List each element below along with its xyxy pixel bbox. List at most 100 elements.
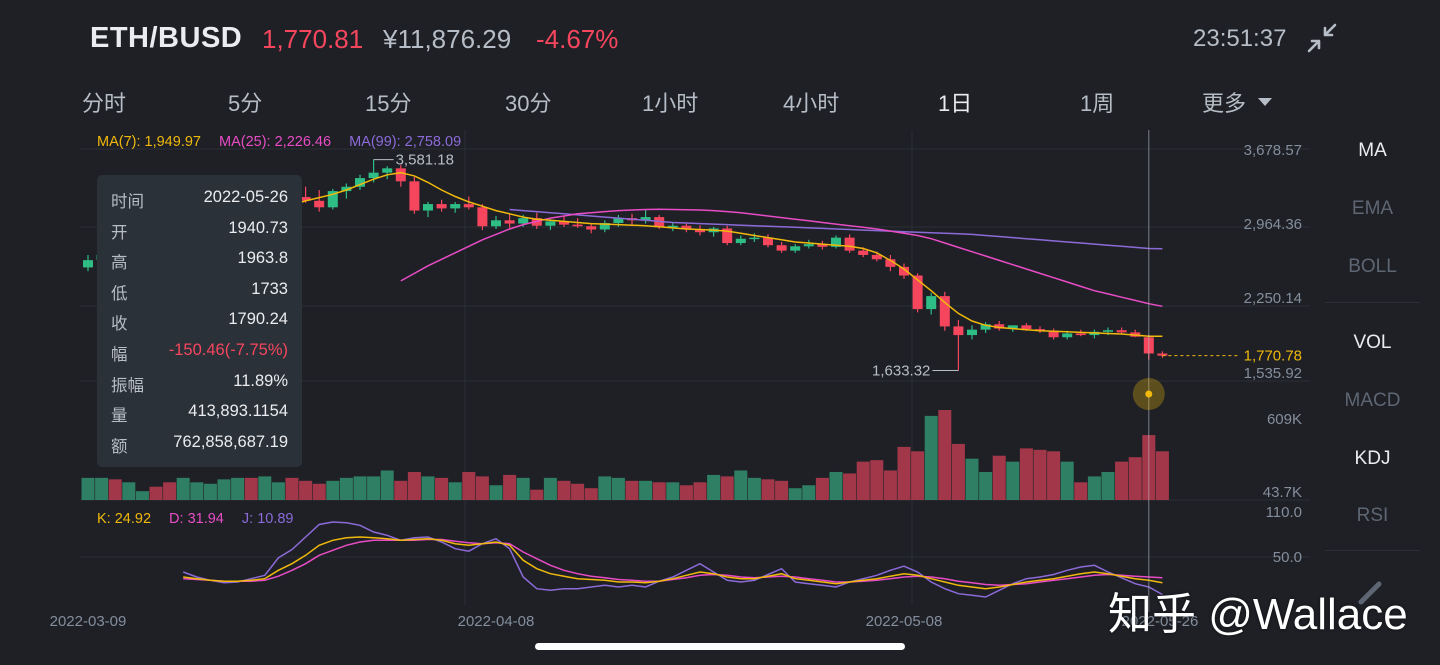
candle-body (477, 207, 488, 227)
indicator-macd[interactable]: MACD (1344, 390, 1401, 411)
volume-bar (761, 479, 775, 500)
ruler-icon[interactable] (1357, 580, 1383, 606)
volume-bar (285, 477, 299, 500)
tab-more[interactable]: 更多 (1202, 86, 1273, 118)
volume-bar (992, 455, 1006, 500)
candle-body (722, 228, 733, 244)
candle-body (409, 181, 420, 211)
candle-body (831, 237, 841, 247)
volume-bar (217, 479, 231, 500)
kdj-k-value: K: 24.92 (97, 511, 152, 527)
volume-bar (1047, 451, 1061, 500)
date-tick-label: 2022-03-09 (50, 613, 127, 630)
volume-bar (435, 477, 449, 500)
candle-body (463, 204, 474, 208)
volume-bar (802, 485, 816, 500)
candle-body (654, 217, 665, 228)
candle-body (341, 186, 352, 192)
volume-bar (720, 476, 734, 500)
candle-body (817, 244, 828, 247)
candle-body (1021, 325, 1032, 330)
indicator-menu: MA EMA BOLL VOL MACD KDJ RSI (1325, 130, 1420, 551)
indicator-vol[interactable]: VOL (1353, 332, 1392, 353)
tooltip-label: 幅 (111, 345, 128, 364)
indicator-rsi[interactable]: RSI (1356, 505, 1389, 526)
tab-1hour[interactable]: 1小时 (642, 91, 699, 116)
tooltip-value: 1963.8 (237, 249, 288, 268)
collapse-arrows-icon[interactable] (1306, 22, 1338, 54)
menu-divider (1325, 550, 1420, 551)
candle-body (749, 237, 760, 240)
candle-body (1157, 353, 1168, 356)
volume-bar (176, 477, 190, 500)
tab-time-sharing[interactable]: 分时 (82, 91, 127, 116)
volume-bar (788, 488, 802, 500)
candle-body (300, 197, 311, 201)
volume-bar (95, 477, 109, 500)
volume-bar (557, 480, 571, 500)
candle-body (599, 223, 610, 230)
indicator-ema[interactable]: EMA (1351, 198, 1394, 219)
volume-bar (339, 477, 353, 500)
ma7-line (169, 171, 1163, 338)
volume-bar (299, 480, 313, 500)
volume-bar (1006, 461, 1020, 500)
tab-4hour[interactable]: 4小时 (783, 91, 840, 116)
tab-1week[interactable]: 1周 (1080, 91, 1115, 116)
candle-body (327, 191, 338, 208)
candle-body (423, 204, 433, 211)
candle-body (83, 260, 93, 268)
price-tick-label: 1,535.92 (1244, 365, 1302, 382)
candle-body (1048, 330, 1059, 338)
tooltip-label: 开 (111, 223, 128, 242)
volume-bar (938, 410, 952, 500)
volume-bar (475, 476, 489, 500)
candle-body (994, 324, 1005, 329)
tooltip-label: 收 (111, 315, 128, 334)
indicator-boll[interactable]: BOLL (1348, 256, 1397, 277)
tab-1day[interactable]: 1日 (938, 91, 973, 116)
volume-bar (911, 451, 925, 500)
volume-bar (1087, 476, 1101, 500)
tooltip-label: 高 (111, 254, 128, 273)
volume-bar (707, 474, 721, 500)
menu-divider (1325, 302, 1420, 303)
candle-body (491, 220, 501, 227)
tab-5min[interactable]: 5分 (228, 91, 263, 116)
volume-bar (543, 477, 557, 500)
candle-body (572, 224, 583, 227)
volume-bar (271, 482, 285, 500)
tab-30min[interactable]: 30分 (505, 91, 552, 116)
volume-bar (897, 446, 911, 500)
ticker-header: ETH/BUSD 1,770.81 ¥11,876.29 -4.67% 23:5… (0, 0, 1440, 78)
volume-bar (448, 482, 462, 500)
candle-body (695, 229, 705, 233)
candle-body (368, 172, 379, 179)
candle-body (953, 326, 964, 336)
ma25-value: MA(25): 2,226.46 (219, 134, 332, 150)
candle-body (926, 296, 937, 310)
volume-bar (407, 471, 421, 500)
home-indicator[interactable] (535, 643, 905, 650)
volume-bar (1074, 482, 1088, 500)
ma-lines (169, 171, 1163, 338)
volume-bar (747, 477, 761, 500)
indicator-kdj[interactable]: KDJ (1354, 448, 1391, 469)
volume-bar (775, 480, 789, 500)
candle-body (613, 218, 624, 224)
indicator-ma[interactable]: MA (1358, 140, 1387, 161)
tooltip-row: 收 1790.24 (111, 310, 288, 341)
last-price: 1,770.81 (262, 24, 364, 54)
crosshair-overlay: 1,770.78 (1132, 130, 1302, 612)
tooltip-label: 额 (111, 437, 128, 456)
tab-15min[interactable]: 15分 (365, 91, 412, 116)
volume-bar (258, 476, 272, 500)
volume-bar (639, 480, 653, 500)
volume-bar (1060, 461, 1074, 500)
kdj-j-value: J: 10.89 (241, 511, 294, 527)
volume-bar (462, 471, 476, 500)
trading-pair-title[interactable]: ETH/BUSD (90, 22, 243, 54)
tooltip-value: 11.89% (233, 371, 288, 390)
price-tick-label: 3,678.57 (1244, 142, 1302, 159)
